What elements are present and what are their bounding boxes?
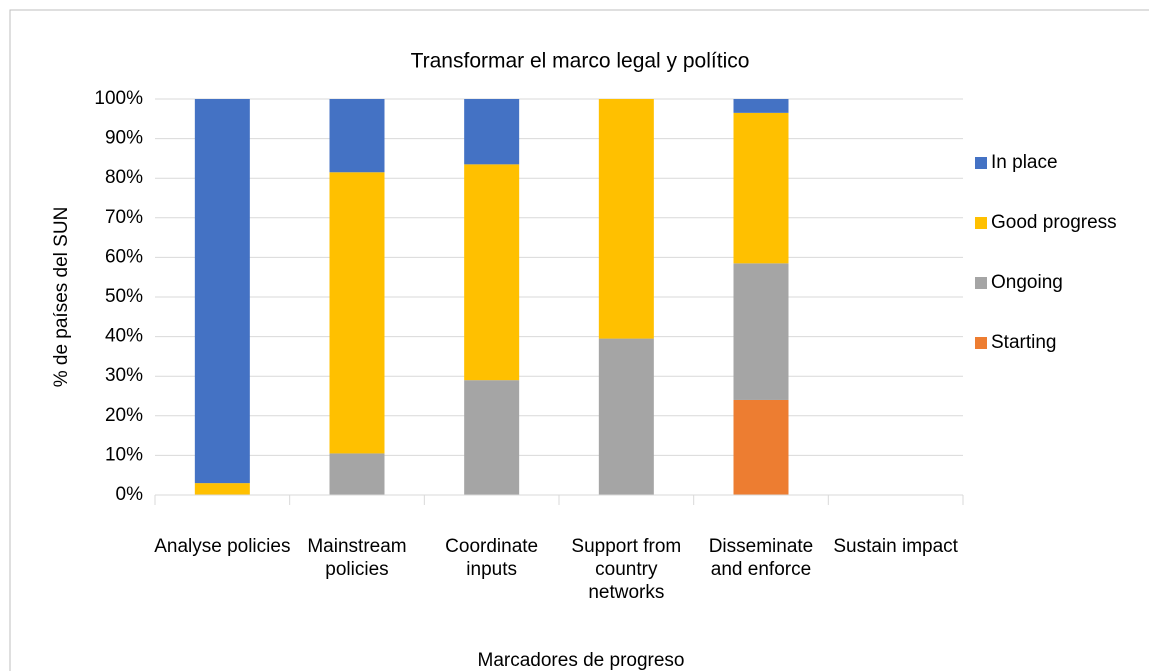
bar-segment — [733, 263, 789, 400]
bar-segment — [733, 99, 789, 113]
bar-segment — [329, 172, 385, 454]
y-tick-label: 70% — [105, 207, 143, 228]
bar-segment — [329, 453, 385, 495]
y-tick-label: 30% — [105, 365, 143, 386]
bar-segment — [733, 112, 789, 264]
y-tick-label: 0% — [116, 484, 144, 505]
bar-segment — [598, 338, 654, 495]
x-tick-label: Analyse policies — [154, 536, 291, 557]
legend-label: In place — [991, 152, 1058, 173]
legend-label: Good progress — [991, 212, 1117, 233]
y-axis-title: % de países del SUN — [51, 207, 72, 388]
chart-title: Transformar el marco legal y político — [411, 50, 750, 73]
legend-swatch — [975, 277, 987, 289]
bar-segment — [464, 99, 520, 165]
x-tick-label: Coordinate inputs — [445, 536, 539, 580]
legend-swatch — [975, 217, 987, 229]
bar-segment — [329, 99, 385, 173]
x-axis-title: Marcadores de progreso — [478, 650, 685, 671]
bar-segment — [733, 399, 789, 495]
legend-swatch — [975, 157, 987, 169]
y-tick-label: 100% — [94, 88, 143, 109]
legend-label: Ongoing — [991, 272, 1063, 293]
bar-segment — [464, 380, 520, 495]
x-tick-label: Support from country networks — [571, 536, 682, 603]
y-tick-label: 40% — [105, 326, 143, 347]
y-tick-label: 60% — [105, 246, 143, 267]
y-tick-label: 20% — [105, 405, 143, 426]
y-tick-label: 90% — [105, 128, 143, 149]
bar-segment — [464, 164, 520, 381]
bar-segment — [598, 99, 654, 339]
y-tick-label: 80% — [105, 167, 143, 188]
y-tick-label: 10% — [105, 444, 143, 465]
legend-label: Starting — [991, 332, 1056, 353]
x-tick-label: Mainstream policies — [307, 536, 407, 580]
bar-segment — [194, 483, 250, 495]
x-tick-label: Sustain impact — [833, 536, 958, 557]
y-tick-label: 50% — [105, 286, 143, 307]
x-tick-label: Disseminate and enforce — [708, 536, 814, 580]
legend-swatch — [975, 337, 987, 349]
bar-segment — [194, 99, 250, 484]
